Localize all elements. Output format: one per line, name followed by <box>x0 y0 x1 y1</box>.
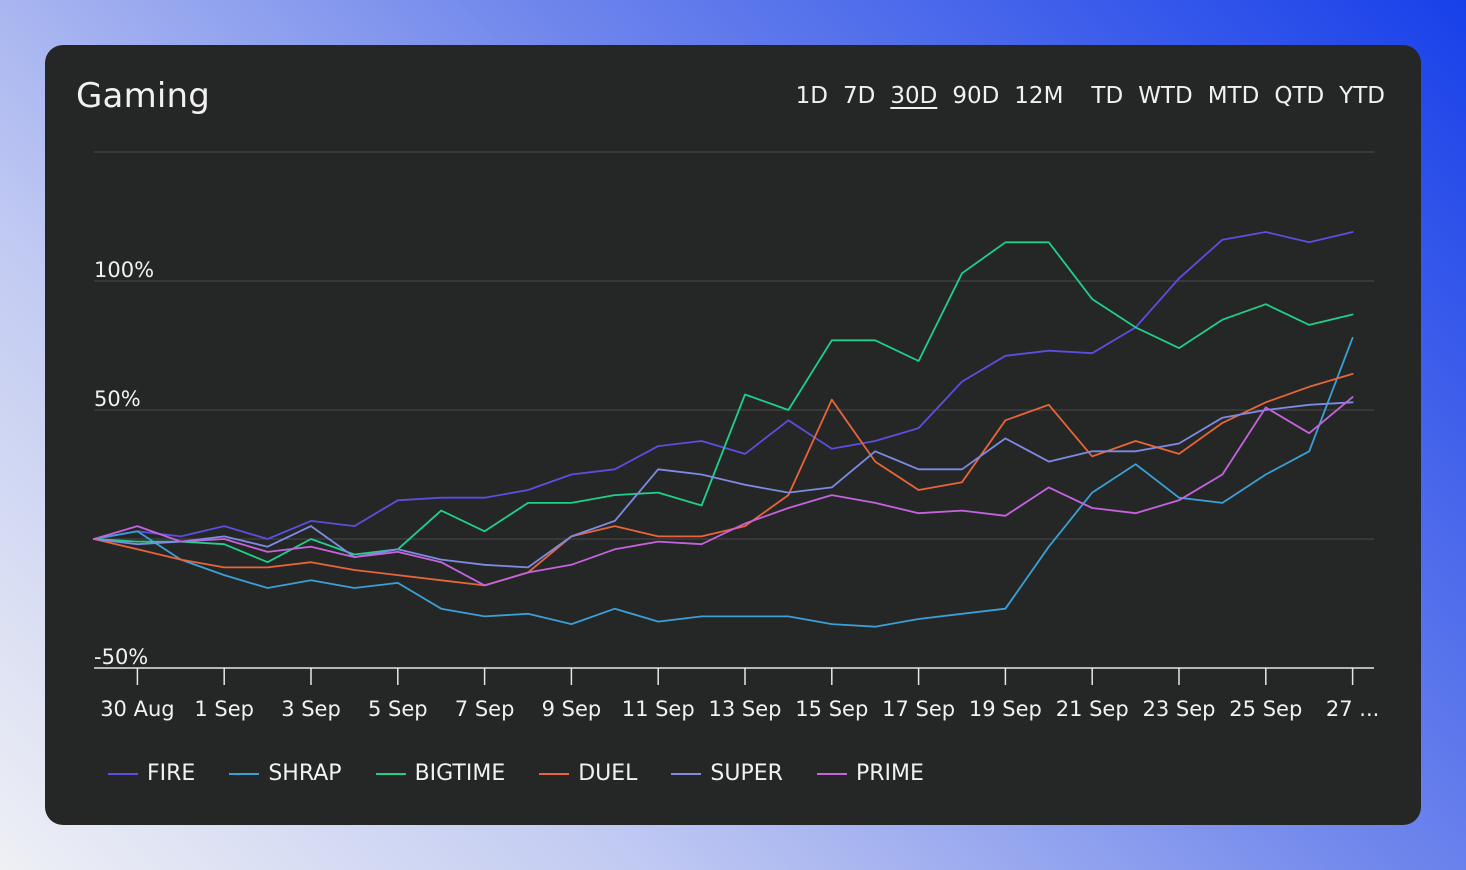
range-button-ytd[interactable]: YTD <box>1339 83 1385 109</box>
range-button-90d[interactable]: 90D <box>952 83 1000 109</box>
range-button-qtd[interactable]: QTD <box>1274 83 1325 109</box>
x-tick-label: 13 Sep <box>709 697 782 721</box>
legend-label: PRIME <box>855 761 924 786</box>
chart-card: Gaming 1D 7D 30D 90D 12M TD WTD MTD QTD YTD -50% 5… <box>45 45 1421 825</box>
legend-item-prime[interactable]: PRIME <box>816 761 924 786</box>
series-line-super <box>93 401 1354 569</box>
range-button-1d[interactable]: 1D <box>795 83 828 109</box>
range-button-30d[interactable]: 30D <box>890 83 938 109</box>
x-tick-label: 21 Sep <box>1056 697 1129 721</box>
chart-title: Gaming <box>76 76 211 116</box>
legend-label: SUPER <box>710 761 783 786</box>
legend-item-shrap[interactable]: SHRAP <box>229 761 342 786</box>
y-tick-label: 100% <box>94 258 154 282</box>
x-tick-label: 1 Sep <box>194 697 254 721</box>
legend-item-super[interactable]: SUPER <box>671 761 783 786</box>
x-tick-label: 23 Sep <box>1143 697 1216 721</box>
legend-swatch <box>229 772 260 775</box>
chart-legend: FIRE SHRAP BIGTIME DUEL SUPER PRIME <box>108 761 958 786</box>
series-line-prime <box>93 396 1354 587</box>
series-line-bigtime <box>93 241 1354 564</box>
x-tick-label: 27 ... <box>1326 697 1379 721</box>
x-tick-label: 7 Sep <box>455 697 515 721</box>
legend-label: BIGTIME <box>414 761 506 786</box>
legend-swatch <box>539 772 570 775</box>
legend-item-bigtime[interactable]: BIGTIME <box>375 761 506 786</box>
legend-swatch <box>108 772 138 775</box>
range-button-td[interactable]: TD <box>1091 83 1124 109</box>
series-line-duel <box>93 372 1354 587</box>
legend-swatch <box>816 772 847 775</box>
x-tick-label: 5 Sep <box>368 697 428 721</box>
range-button-12m[interactable]: 12M <box>1014 83 1064 109</box>
x-tick-label: 30 Aug <box>100 697 174 721</box>
line-chart: -50% 50% 100% 30 Aug 1 Sep 3 Sep 5 Sep 7 Sep 9 S… <box>93 151 1379 721</box>
y-tick-label: -50% <box>94 645 148 669</box>
range-button-7d[interactable]: 7D <box>842 83 876 109</box>
x-tick-label: 15 Sep <box>795 697 868 721</box>
legend-label: SHRAP <box>268 761 342 786</box>
x-tick-label: 9 Sep <box>542 697 602 721</box>
series-line-shrap <box>93 336 1354 628</box>
legend-label: DUEL <box>578 761 638 786</box>
x-tick-label: 19 Sep <box>969 697 1042 721</box>
legend-swatch <box>671 772 702 775</box>
x-tick-label: 25 Sep <box>1229 697 1302 721</box>
range-button-mtd[interactable]: MTD <box>1207 83 1260 109</box>
legend-item-fire[interactable]: FIRE <box>108 761 195 786</box>
legend-item-duel[interactable]: DUEL <box>539 761 637 786</box>
legend-swatch <box>375 772 406 775</box>
series-line-fire <box>93 231 1354 540</box>
time-range-selector: 1D 7D 30D 90D 12M TD WTD MTD QTD YTD <box>796 83 1385 109</box>
range-button-wtd[interactable]: WTD <box>1138 83 1193 109</box>
x-tick-label: 17 Sep <box>882 697 955 721</box>
legend-label: FIRE <box>147 761 196 786</box>
y-tick-label: 50% <box>94 387 141 411</box>
x-tick-label: 11 Sep <box>622 697 695 721</box>
x-tick-label: 3 Sep <box>281 697 341 721</box>
